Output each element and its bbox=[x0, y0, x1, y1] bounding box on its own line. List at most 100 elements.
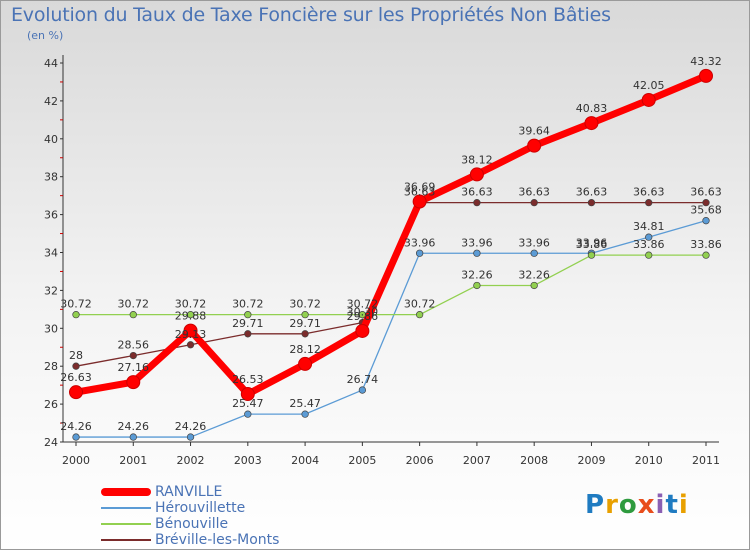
data-label-breville-les-monts: 36.63 bbox=[690, 186, 722, 199]
data-point-herouvillette bbox=[186, 433, 195, 441]
data-point-benouville bbox=[530, 281, 538, 290]
data-point-breville-les-monts bbox=[129, 351, 137, 360]
data-point-ranville bbox=[584, 116, 599, 131]
data-point-herouvillette bbox=[415, 249, 424, 257]
x-tick-label: 2006 bbox=[406, 454, 434, 467]
data-point-breville-les-monts bbox=[530, 199, 538, 207]
data-point-herouvillette bbox=[358, 386, 367, 394]
y-tick-label: 42 bbox=[44, 95, 58, 108]
data-label-ranville: 29.86 bbox=[347, 310, 379, 323]
data-label-herouvillette: 34.81 bbox=[633, 220, 665, 233]
series-line-breville-les-monts bbox=[75, 202, 707, 367]
logo-letter: P bbox=[585, 490, 606, 520]
data-label-ranville: 26.53 bbox=[232, 373, 264, 386]
data-point-breville-les-monts bbox=[645, 199, 653, 207]
legend-item-ranville: RANVILLE bbox=[101, 484, 279, 500]
data-label-benouville: 30.72 bbox=[347, 298, 379, 311]
data-label-ranville: 36.69 bbox=[404, 181, 436, 194]
y-axis-unit: (en %) bbox=[27, 29, 64, 42]
data-point-herouvillette bbox=[129, 433, 137, 441]
data-label-benouville: 32.26 bbox=[518, 268, 550, 281]
data-label-ranville: 29.88 bbox=[175, 310, 207, 323]
data-label-herouvillette: 33.96 bbox=[576, 236, 608, 249]
legend-swatch-ranville bbox=[101, 488, 151, 496]
data-label-ranville: 42.05 bbox=[633, 79, 665, 92]
legend-label-breville: Bréville-les-Monts bbox=[155, 532, 280, 548]
data-point-ranville bbox=[641, 92, 656, 107]
data-label-ranville: 40.83 bbox=[576, 102, 608, 115]
x-tick-label: 2005 bbox=[348, 454, 376, 467]
data-point-benouville bbox=[186, 311, 195, 319]
logo-letter: i bbox=[678, 490, 689, 520]
data-label-breville-les-monts: 28.56 bbox=[118, 339, 150, 352]
series-layer bbox=[69, 68, 713, 441]
data-label-herouvillette: 24.26 bbox=[60, 420, 92, 433]
legend-item-herouvillette: Hérouvillette bbox=[101, 500, 279, 516]
x-tick-label: 2004 bbox=[291, 454, 319, 467]
data-label-benouville: 30.72 bbox=[60, 298, 92, 311]
data-label-herouvillette: 35.68 bbox=[690, 204, 722, 217]
data-label-benouville: 33.86 bbox=[690, 238, 722, 251]
y-tick-label: 30 bbox=[44, 322, 58, 335]
y-tick-label: 32 bbox=[44, 284, 58, 297]
data-label-benouville: 30.72 bbox=[289, 298, 321, 311]
series-line-herouvillette bbox=[75, 220, 707, 438]
data-label-benouville: 33.86 bbox=[633, 238, 665, 251]
data-point-benouville bbox=[587, 251, 596, 259]
x-tick-label: 2007 bbox=[463, 454, 491, 467]
data-label-herouvillette: 33.96 bbox=[404, 236, 436, 249]
data-label-herouvillette: 24.26 bbox=[175, 420, 207, 433]
data-label-breville-les-monts: 36.63 bbox=[576, 186, 608, 199]
data-point-benouville bbox=[301, 311, 309, 319]
y-tick-label: 38 bbox=[44, 171, 58, 184]
data-label-breville-les-monts: 36.63 bbox=[461, 186, 493, 199]
x-tick-label: 2003 bbox=[234, 454, 262, 467]
data-label-ranville: 27.16 bbox=[118, 361, 150, 374]
data-label-ranville: 26.63 bbox=[60, 371, 92, 384]
data-point-benouville bbox=[244, 311, 252, 319]
data-label-benouville: 30.72 bbox=[118, 298, 150, 311]
data-point-ranville bbox=[469, 167, 484, 182]
axes: 24 26 28 30 32 34 36 38 40 42 44 2000 2001 2002 2003 20… bbox=[44, 55, 720, 467]
data-label-herouvillette: 25.47 bbox=[232, 397, 264, 410]
data-point-ranville bbox=[69, 385, 83, 400]
data-label-ranville: 28.12 bbox=[289, 343, 321, 356]
y-tick-label: 40 bbox=[44, 133, 58, 146]
chart-title: Evolution du Taux de Taxe Foncière sur l… bbox=[11, 4, 611, 26]
y-tick-label: 34 bbox=[44, 247, 58, 260]
data-label-herouvillette: 26.74 bbox=[347, 373, 379, 386]
data-label-herouvillette: 25.47 bbox=[289, 397, 321, 410]
proxiti-logo: Proxiti bbox=[585, 490, 689, 520]
data-label-breville-les-monts: 30.30 bbox=[347, 306, 379, 319]
data-label-breville-les-monts: 29.13 bbox=[175, 328, 207, 341]
data-label-ranville: 38.12 bbox=[461, 153, 493, 166]
logo-letter: x bbox=[637, 490, 656, 520]
data-point-ranville bbox=[412, 194, 427, 209]
y-tick-label: 44 bbox=[44, 57, 58, 70]
legend-swatch-herouvillette bbox=[101, 507, 151, 509]
data-point-herouvillette bbox=[244, 410, 252, 418]
data-point-herouvillette bbox=[301, 410, 309, 418]
data-point-breville-les-monts bbox=[702, 199, 710, 207]
data-point-ranville bbox=[527, 138, 542, 153]
data-label-herouvillette: 33.96 bbox=[518, 236, 550, 249]
data-label-breville-les-monts: 36.63 bbox=[633, 186, 665, 199]
data-point-breville-les-monts bbox=[301, 330, 309, 338]
data-point-herouvillette bbox=[72, 433, 80, 441]
data-label-herouvillette: 33.96 bbox=[461, 236, 493, 249]
y-tick-label: 26 bbox=[44, 398, 58, 411]
data-label-benouville: 33.86 bbox=[576, 238, 608, 251]
data-label-benouville: 32.26 bbox=[461, 268, 493, 281]
data-label-breville-les-monts: 28 bbox=[69, 349, 83, 362]
data-label-herouvillette: 24.26 bbox=[118, 420, 150, 433]
x-tick-label: 2001 bbox=[119, 454, 147, 467]
logo-letter: o bbox=[618, 490, 638, 520]
data-point-herouvillette bbox=[645, 233, 653, 241]
legend-swatch-breville bbox=[101, 539, 151, 541]
data-label-breville-les-monts: 36.63 bbox=[404, 186, 436, 199]
legend-label-herouvillette: Hérouvillette bbox=[155, 500, 246, 516]
data-label-breville-les-monts: 36.63 bbox=[518, 186, 550, 199]
data-label-breville-les-monts: 29.71 bbox=[289, 317, 321, 330]
